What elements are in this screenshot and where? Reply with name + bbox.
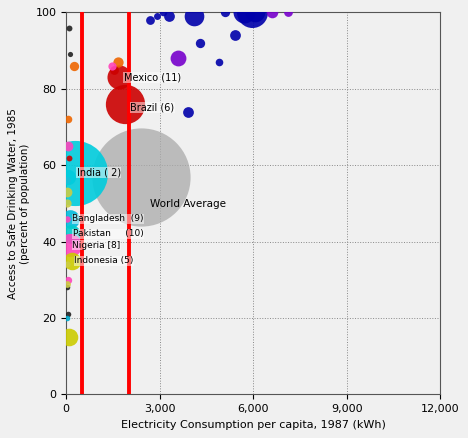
Point [64,116,72,123]
Point [165,13,173,20]
Point [284,9,291,16]
Text: World Average: World Average [150,199,226,209]
Point [190,13,198,20]
Point [175,55,182,62]
Point [109,62,116,69]
Point [70,62,77,69]
Point [65,142,72,149]
Point [153,13,161,20]
Text: Bangladesh  (9): Bangladesh (9) [72,214,144,223]
Point [71,170,79,177]
Point [137,173,145,180]
Point [197,39,204,46]
Y-axis label: Access to Safe Drinking Water, 1985
(percent of population): Access to Safe Drinking Water, 1985 (per… [8,108,30,299]
Point [268,9,276,16]
Point [221,9,229,16]
Point [65,154,72,161]
Point [63,188,71,195]
Point [215,59,223,66]
X-axis label: Electricity Consumption per capita, 1987 (kWh): Electricity Consumption per capita, 1987… [121,420,386,430]
Point [63,200,71,207]
Point [114,59,121,66]
Point [65,24,73,31]
Point [67,230,75,237]
Point [66,215,74,222]
Point [66,51,73,58]
Text: Brazil (6): Brazil (6) [130,103,174,113]
Point [240,9,248,16]
Point [64,276,72,283]
Point [64,215,71,222]
Point [69,257,76,264]
Point [159,9,167,16]
Point [66,242,73,249]
Point [65,311,72,318]
Point [248,9,256,16]
Text: India ( 2): India ( 2) [76,168,121,178]
Point [184,108,191,115]
Point [122,101,129,108]
Point [116,74,123,81]
Point [110,66,117,73]
Text: Mexico (11): Mexico (11) [124,72,181,82]
Point [146,17,154,24]
Point [231,32,238,39]
Point [251,9,259,16]
Point [63,314,71,321]
Text: Indonesia (5): Indonesia (5) [74,256,133,265]
Point [63,261,71,268]
Point [64,173,72,180]
Point [63,280,71,287]
Text: Nigeria [8]: Nigeria [8] [72,241,120,250]
Text: Pakistan     (10): Pakistan (10) [73,230,144,238]
Point [64,177,71,184]
Point [65,334,72,341]
Point [64,284,71,291]
